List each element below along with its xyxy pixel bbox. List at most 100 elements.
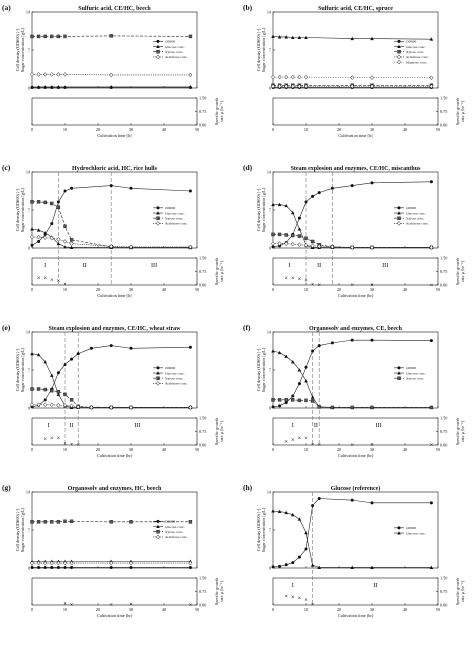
data-point bbox=[63, 363, 67, 367]
data-point bbox=[50, 520, 54, 524]
mu-tick-label: 0.75 bbox=[440, 269, 447, 274]
data-point bbox=[63, 85, 67, 89]
growth-rate-point bbox=[317, 283, 321, 287]
data-point bbox=[63, 239, 67, 244]
data-point bbox=[43, 402, 48, 408]
data-point bbox=[271, 398, 275, 402]
data-point bbox=[350, 405, 354, 410]
data-point bbox=[36, 72, 41, 77]
growth-rate-point bbox=[350, 443, 354, 447]
growth-rate-point bbox=[370, 443, 374, 447]
x-tick-label: 50 bbox=[436, 287, 440, 292]
x-tick-label: 20 bbox=[96, 127, 100, 132]
data-point bbox=[43, 34, 47, 39]
y-axis-label: Cell density (OD600) [-]Sugar concentrat… bbox=[15, 507, 25, 552]
mu-tick-label: 1.50 bbox=[440, 256, 447, 261]
data-point bbox=[37, 239, 41, 243]
panel-label: (f) bbox=[243, 323, 251, 332]
data-point bbox=[109, 344, 113, 348]
data-point bbox=[297, 234, 302, 238]
data-point bbox=[36, 520, 41, 524]
data-point bbox=[63, 72, 67, 77]
mu-tick-label: 0.75 bbox=[440, 109, 447, 114]
x-tick-label: 20 bbox=[96, 447, 100, 452]
data-point bbox=[317, 344, 321, 348]
y-axis-label-line: Cell density (OD600) [-] bbox=[256, 348, 261, 391]
legend-marker bbox=[397, 44, 401, 49]
growth-rate-point bbox=[304, 436, 308, 440]
mu-axis-label-line: Specific growth bbox=[455, 577, 460, 605]
data-point bbox=[370, 405, 374, 410]
data-point bbox=[277, 509, 282, 514]
data-point bbox=[330, 341, 334, 345]
panel-g: (g) Organosolv and enzymes, HC, beech 0 7 14… bbox=[2, 483, 224, 618]
mu-tick-label: 1.50 bbox=[199, 256, 206, 261]
x-tick-label: 50 bbox=[195, 287, 199, 292]
data-point bbox=[277, 35, 282, 39]
y-tick-label: 7 bbox=[28, 208, 30, 213]
panel-title: Hydrochloric acid, HC, rice hulls bbox=[72, 166, 158, 172]
y-tick-label: 0 bbox=[28, 246, 30, 251]
phase-label: II bbox=[83, 262, 87, 269]
x-axis-label: Cultivation time [h] bbox=[97, 133, 132, 138]
data-point bbox=[429, 84, 434, 89]
growth-rate-point bbox=[311, 602, 314, 606]
x-tick-label: 20 bbox=[96, 607, 100, 612]
series-line-2 bbox=[32, 201, 191, 248]
mu-axis-label-line: rate μ [hr⁻¹] bbox=[219, 260, 224, 281]
panel-e: (e) Steam explosion and enzymes, CE/HC, w… bbox=[2, 323, 224, 458]
data-point bbox=[310, 399, 315, 403]
x-tick-label: 40 bbox=[403, 127, 407, 132]
data-point bbox=[69, 245, 74, 249]
data-point bbox=[297, 382, 301, 386]
y-axis-label-line: Sugar concentration [g/L] bbox=[261, 187, 266, 232]
x-tick-label: 0 bbox=[31, 127, 33, 132]
data-point bbox=[69, 560, 74, 566]
data-point bbox=[30, 402, 34, 408]
legend-marker bbox=[397, 50, 401, 54]
legend-entry: OD600 bbox=[406, 366, 417, 370]
x-tick-label: 40 bbox=[403, 607, 407, 612]
x-tick-label: 50 bbox=[195, 447, 199, 452]
y-axis-label: Cell density (OD600) [-]Sugar concentrat… bbox=[256, 347, 266, 392]
data-point bbox=[370, 245, 374, 250]
data-point bbox=[284, 354, 288, 358]
data-point bbox=[36, 402, 41, 408]
x-tick-label: 0 bbox=[31, 287, 33, 292]
data-point bbox=[109, 405, 114, 410]
data-point bbox=[317, 191, 321, 195]
legend-marker bbox=[156, 211, 160, 215]
data-point bbox=[76, 404, 81, 410]
data-point bbox=[271, 349, 275, 353]
y-axis-label-line: Cell density (OD600) [-] bbox=[256, 28, 261, 71]
mu-axis-label: Specific growthrate μ [hr⁻¹] bbox=[455, 97, 465, 125]
growth-rate-point bbox=[57, 436, 60, 440]
mu-tick-label: 0.00 bbox=[440, 123, 447, 128]
y-tick-label: 14 bbox=[26, 330, 31, 335]
phase-label: II bbox=[314, 422, 318, 429]
legend-entry: OD600 bbox=[165, 366, 176, 370]
series-line-2 bbox=[32, 388, 191, 408]
y-axis-label-line: Sugar concentration [g/L] bbox=[20, 187, 25, 232]
x-tick-label: 10 bbox=[63, 447, 67, 452]
data-point bbox=[291, 210, 295, 215]
data-point bbox=[188, 34, 193, 39]
data-point bbox=[271, 509, 275, 513]
legend-entry: Glucose conc. bbox=[165, 211, 185, 215]
data-point bbox=[43, 387, 47, 392]
data-point bbox=[36, 387, 41, 391]
mu-tick-label: 1.50 bbox=[440, 576, 447, 581]
legend-marker bbox=[397, 531, 401, 535]
data-point bbox=[317, 497, 321, 501]
x-axis-label: Cultivation time (hr) bbox=[338, 293, 374, 298]
data-point bbox=[311, 504, 315, 508]
data-point bbox=[63, 565, 67, 569]
data-point bbox=[370, 36, 374, 41]
legend-entry: Xylose conc. bbox=[165, 377, 183, 381]
data-point bbox=[56, 85, 61, 89]
y-tick-label: 0 bbox=[269, 566, 271, 571]
data-point bbox=[109, 184, 113, 188]
data-point bbox=[330, 405, 335, 410]
phase-label: I bbox=[47, 422, 49, 429]
x-axis-label: Cultivation time (hr) bbox=[338, 613, 374, 618]
